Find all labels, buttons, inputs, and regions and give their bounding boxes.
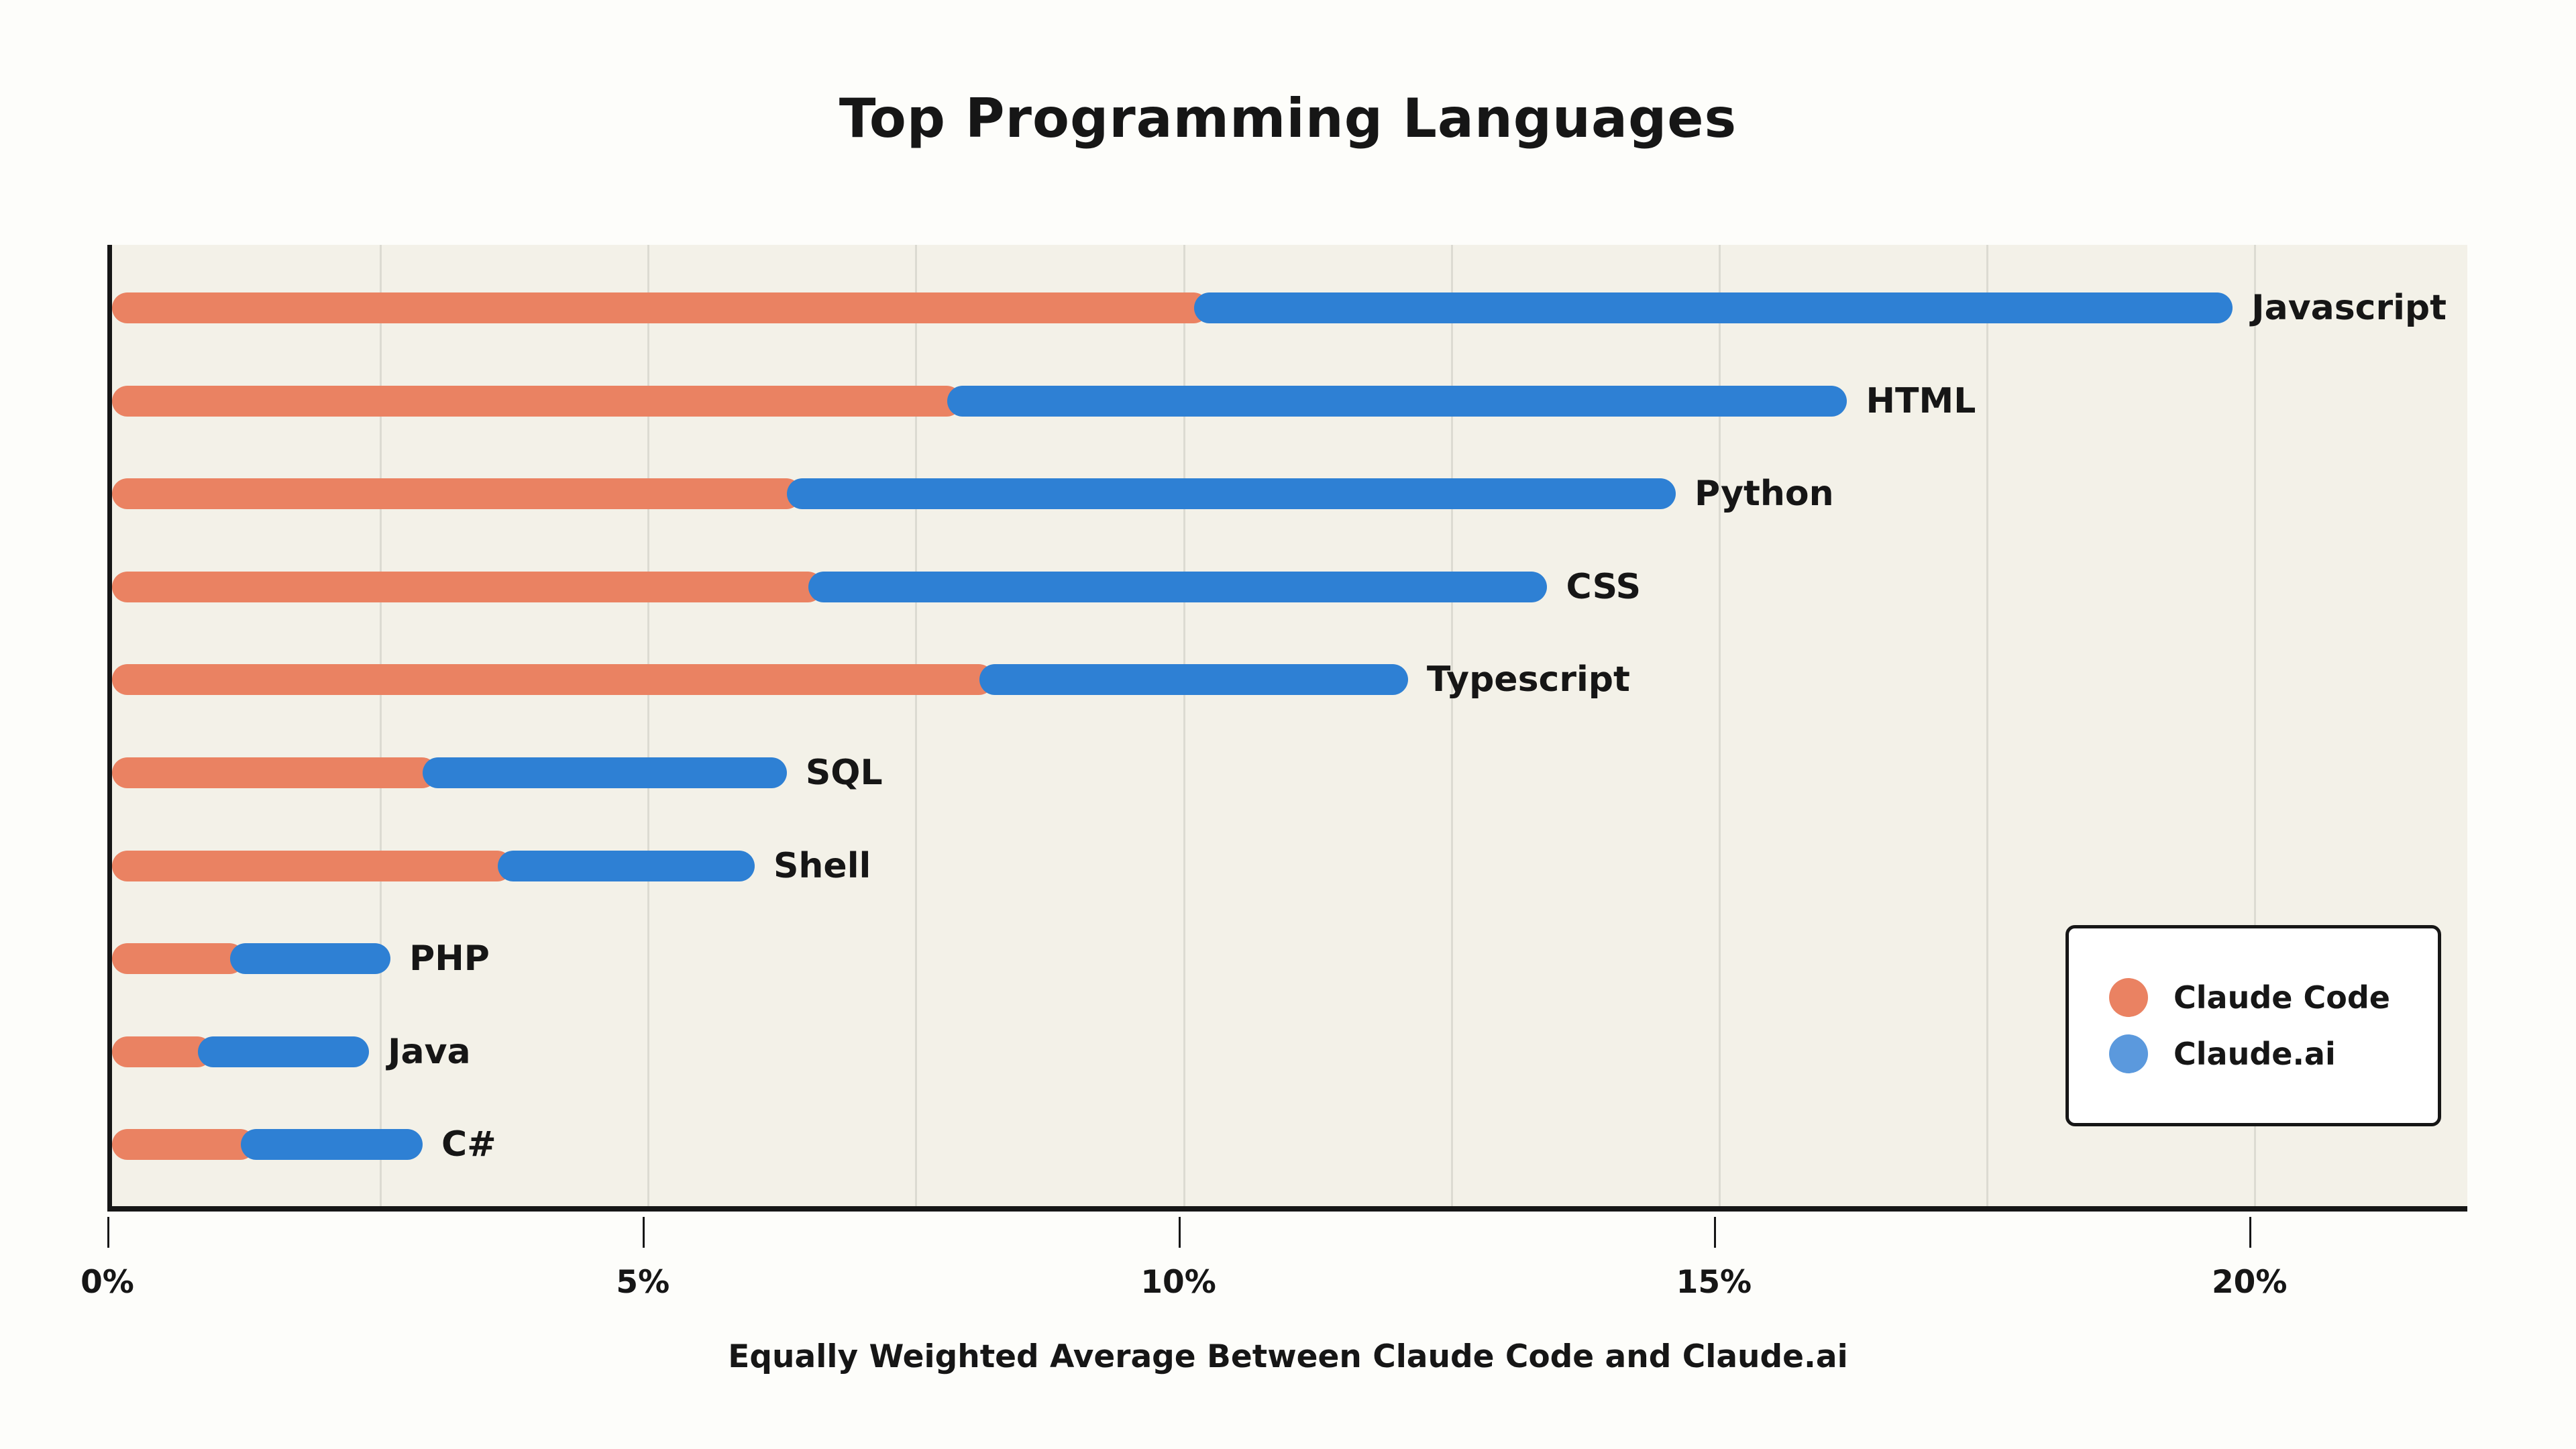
claude-ai-segment [197, 1036, 370, 1067]
x-axis-title: Equally Weighted Average Between Claude … [728, 1338, 1848, 1375]
axis-tick [1713, 1217, 1716, 1248]
claude-code-segment [112, 292, 1209, 323]
claude-code-segment [112, 478, 802, 510]
claude-ai-segment [229, 943, 391, 975]
axis-tick [107, 1217, 109, 1248]
claude-ai-segment [1193, 292, 2233, 323]
claude-ai-segment [786, 478, 1676, 510]
bar-row-html: HTML [112, 381, 2467, 421]
bar-row-css: CSS [112, 567, 2467, 607]
claude-ai-segment [240, 1129, 423, 1161]
legend-item-claude-code: Claude Code [2109, 978, 2438, 1017]
claude-code-swatch-icon [2109, 978, 2148, 1017]
bar-row-java: Java [112, 1032, 2467, 1072]
gridline [1986, 245, 1989, 1206]
legend-label-claude-ai: Claude.ai [2174, 1036, 2336, 1072]
axis-tick-label: 0% [80, 1264, 134, 1301]
bar-row-shell: Shell [112, 846, 2467, 886]
bar-category-label: Shell [773, 845, 871, 886]
axis-tick-label: 5% [616, 1264, 670, 1301]
claude-ai-segment [979, 664, 1408, 696]
bar-row-c-: C# [112, 1124, 2467, 1165]
bar-category-label: HTML [1866, 380, 1976, 421]
bar-row-sql: SQL [112, 753, 2467, 793]
bar-row-php: PHP [112, 938, 2467, 979]
axis-tick-label: 20% [2211, 1264, 2288, 1301]
legend-item-claude-ai: Claude.ai [2109, 1034, 2438, 1073]
plot-area: Javascript HTML Python CSS Typescript SQL Shel… [107, 245, 2467, 1212]
axis-tick [2249, 1217, 2252, 1248]
bar-category-label: Javascript [2251, 288, 2447, 328]
claude-code-segment [112, 757, 437, 788]
bar-category-label: SQL [805, 753, 883, 793]
x-axis: 0% 5% 10% 15% 20% [80, 1212, 2475, 1332]
legend-label-claude-code: Claude Code [2174, 979, 2390, 1016]
axis-tick-label: 10% [1140, 1264, 1216, 1301]
gridline [1718, 245, 1721, 1206]
bar-row-typescript: Typescript [112, 659, 2467, 700]
claude-code-segment [112, 385, 963, 417]
bar-category-label: C# [441, 1124, 496, 1165]
gridline [647, 245, 650, 1206]
bar-row-javascript: Javascript [112, 288, 2467, 328]
claude-ai-segment [423, 757, 787, 788]
claude-ai-segment [497, 850, 755, 881]
gridline [2254, 245, 2257, 1206]
claude-code-segment [112, 943, 245, 975]
bar-category-label: Java [388, 1031, 471, 1072]
chart-title: Top Programming Languages [839, 87, 1737, 150]
claude-ai-segment [808, 571, 1548, 602]
axis-tick-label: 15% [1676, 1264, 1752, 1301]
claude-ai-swatch-icon [2109, 1034, 2148, 1073]
claude-code-segment [112, 571, 823, 602]
axis-tick [643, 1217, 645, 1248]
bar-category-label: PHP [409, 938, 490, 979]
claude-code-segment [112, 850, 513, 881]
claude-code-segment [112, 664, 995, 696]
claude-code-segment [112, 1036, 213, 1067]
gridline [915, 245, 918, 1206]
bar-category-label: Typescript [1426, 659, 1630, 700]
axis-tick [1178, 1217, 1181, 1248]
legend-box: Claude Code Claude.ai [2065, 925, 2441, 1126]
gridline [380, 245, 382, 1206]
gridline [1183, 245, 1185, 1206]
claude-code-segment [112, 1129, 256, 1161]
bar-category-label: CSS [1566, 566, 1642, 607]
bar-row-python: Python [112, 474, 2467, 514]
gridline [1450, 245, 1453, 1206]
bar-category-label: Python [1695, 474, 1834, 515]
claude-ai-segment [947, 385, 1847, 417]
